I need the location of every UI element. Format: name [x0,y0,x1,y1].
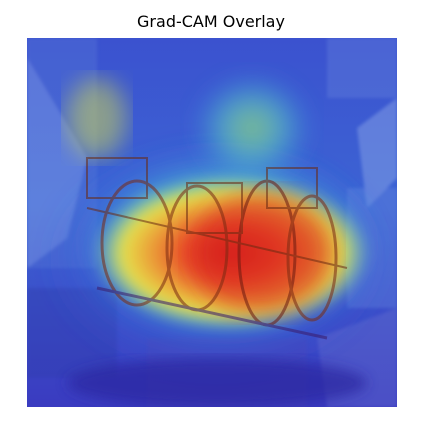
gradcam-heatmap-canvas [27,38,397,407]
machine-silhouette [86,157,348,340]
heat-region-peak [192,193,332,313]
ground-shadow [67,358,367,407]
figure-title: Grad-CAM Overlay [137,12,285,31]
heat-region-left [67,78,127,158]
gradcam-overlay-image [27,38,397,407]
heat-region-upper [192,73,312,183]
